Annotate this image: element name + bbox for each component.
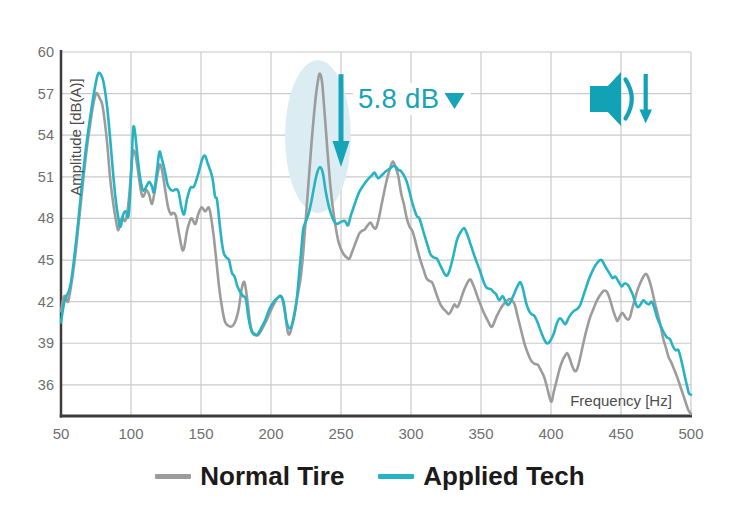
x-tick-label: 250: [311, 425, 371, 443]
legend-label: Applied Tech: [423, 461, 584, 492]
y-tick-label: 54: [16, 126, 54, 144]
x-tick-label: 350: [451, 425, 511, 443]
legend: Normal Tire Applied Tech: [0, 461, 740, 492]
y-tick-label: 45: [16, 251, 54, 269]
applied-tech-line-swatch: [378, 474, 414, 479]
y-tick-label: 39: [16, 334, 54, 352]
y-tick-label: 42: [16, 293, 54, 311]
y-axis-title: Amplitude [dB(A)]: [67, 56, 84, 218]
x-tick-label: 500: [661, 425, 721, 443]
curve-applied-tech: [61, 73, 691, 395]
legend-item-normal-tire: Normal Tire: [155, 461, 344, 492]
curve-normal-tire: [61, 74, 691, 414]
speaker-horn: [606, 72, 621, 126]
x-tick-label: 200: [241, 425, 301, 443]
x-tick-label: 400: [521, 425, 581, 443]
reduction-annotation: 5.8 dB: [353, 83, 471, 115]
y-tick-label: 36: [16, 376, 54, 394]
y-tick-label: 57: [16, 85, 54, 103]
data-curves: [61, 73, 691, 414]
x-axis-title: Frequency [Hz]: [570, 392, 672, 409]
y-tick-label: 48: [16, 209, 54, 227]
legend-label: Normal Tire: [200, 461, 344, 492]
y-tick-label: 60: [16, 43, 54, 61]
x-tick-label: 300: [381, 425, 441, 443]
x-tick-label: 50: [31, 425, 91, 443]
down-triangle-icon: [443, 91, 466, 111]
speaker-volume-reduction-icon: [590, 72, 652, 126]
reduction-value: 5.8 dB: [358, 83, 439, 115]
x-tick-label: 150: [171, 425, 231, 443]
x-tick-label: 450: [591, 425, 651, 443]
noise-chart: 60 57 54 51 48 45 42 39 36 50 100 150 200 250 300 350 4…: [0, 0, 740, 520]
x-tick-label: 100: [101, 425, 161, 443]
down-arrow-shaft: [644, 74, 648, 111]
normal-tire-line-swatch: [155, 474, 191, 479]
y-tick-label: 51: [16, 168, 54, 186]
legend-item-applied-tech: Applied Tech: [378, 461, 584, 492]
speaker-body: [590, 86, 608, 112]
down-arrow-head: [639, 110, 652, 124]
sound-wave-icon: [626, 80, 632, 119]
